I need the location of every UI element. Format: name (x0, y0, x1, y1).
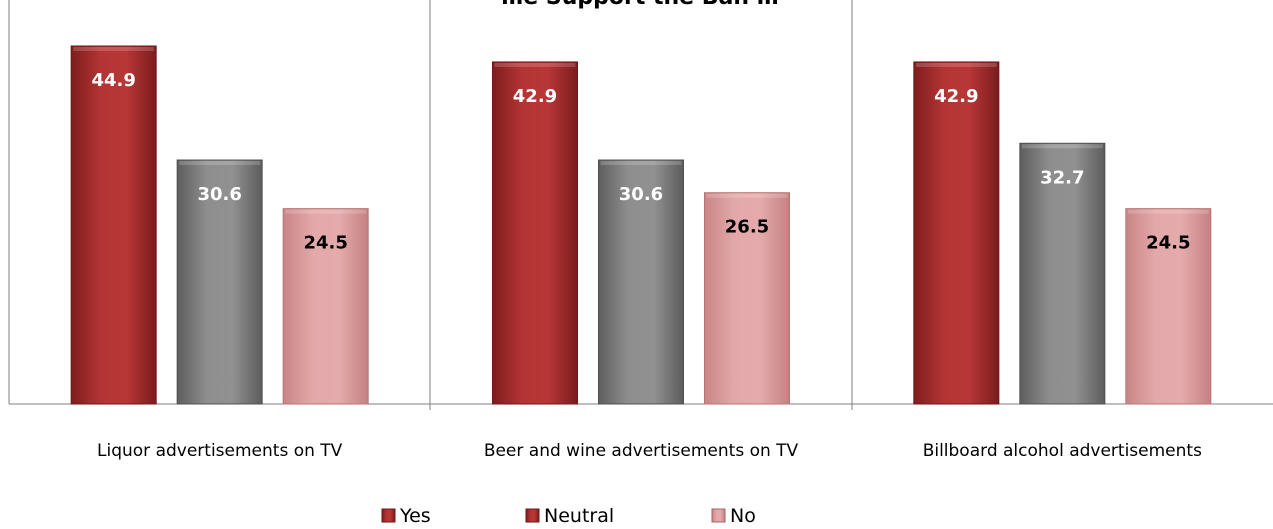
bar-value-label: 42.9 (934, 86, 978, 107)
bar-highlight (706, 193, 788, 198)
bar-yes (913, 61, 1000, 405)
category-labels-group: Liquor advertisements on TV Beer and wine… (97, 441, 1202, 461)
bar-value-label: 30.6 (619, 184, 663, 205)
bar-highlight (1127, 209, 1209, 214)
category-label: Billboard alcohol advertisements (923, 441, 1202, 461)
bar-value-label: 26.5 (725, 217, 769, 238)
bar-no (282, 208, 369, 405)
bar-value-label: 32.7 (1040, 167, 1084, 188)
chart-title: …e Support the Ban … (501, 0, 778, 10)
bar-neutral (1019, 142, 1106, 405)
bar-highlight (494, 62, 576, 67)
bar-value-label: 30.6 (197, 184, 241, 205)
bar-neutral (176, 159, 263, 405)
legend-label-no: No (730, 505, 756, 527)
bar-highlight (285, 209, 367, 214)
bars-group (70, 45, 1212, 405)
legend-marker-neutral (525, 508, 540, 523)
bar-highlight (600, 161, 682, 166)
bar-value-label: 24.5 (303, 233, 347, 254)
bar-highlight (73, 47, 155, 51)
bar-highlight (1021, 144, 1103, 149)
bar-value-label: 44.9 (91, 70, 135, 91)
bar-yes (70, 45, 157, 405)
bar-highlight (915, 62, 997, 67)
bar-neutral (598, 159, 684, 405)
category-label: Liquor advertisements on TV (97, 441, 343, 461)
bar-value-label: 24.5 (1146, 233, 1190, 254)
legend-label-yes: Yes (399, 505, 431, 527)
category-label: Beer and wine advertisements on TV (484, 441, 799, 461)
bar-highlight (179, 161, 261, 166)
legend: Yes Neutral No (381, 505, 756, 527)
bar-no (1125, 208, 1212, 405)
legend-label-neutral: Neutral (544, 505, 614, 527)
legend-marker-yes (381, 508, 396, 523)
legend-marker-no (711, 508, 726, 523)
bar-no (704, 192, 790, 405)
bar-yes (492, 61, 578, 405)
bar-value-label: 42.9 (513, 86, 557, 107)
bar-labels-group: 44.9 30.6 24.5 42.9 30.6 26.5 42.9 32.7 24.5 (91, 70, 1190, 254)
